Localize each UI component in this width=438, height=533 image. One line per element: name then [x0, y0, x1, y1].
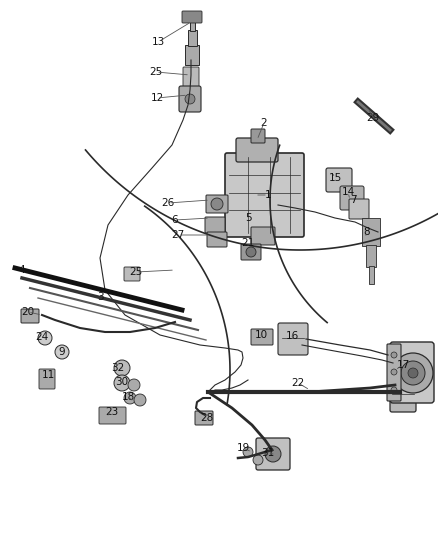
Bar — [190, 18, 195, 31]
FancyBboxPatch shape — [206, 195, 228, 213]
FancyBboxPatch shape — [39, 369, 55, 389]
FancyBboxPatch shape — [124, 267, 140, 281]
FancyBboxPatch shape — [241, 244, 261, 260]
Text: 1: 1 — [265, 190, 271, 200]
Text: 22: 22 — [291, 378, 304, 388]
Text: 7: 7 — [350, 195, 356, 205]
Text: 9: 9 — [59, 347, 65, 357]
Circle shape — [265, 446, 281, 462]
FancyBboxPatch shape — [390, 342, 434, 403]
FancyBboxPatch shape — [251, 227, 275, 245]
FancyBboxPatch shape — [278, 323, 308, 355]
Circle shape — [243, 447, 253, 457]
Text: 13: 13 — [152, 37, 165, 47]
Text: 3: 3 — [97, 292, 103, 302]
FancyBboxPatch shape — [256, 438, 290, 470]
Text: 25: 25 — [149, 67, 162, 77]
FancyBboxPatch shape — [179, 86, 201, 112]
Text: 2: 2 — [261, 118, 267, 128]
Circle shape — [246, 247, 256, 257]
FancyBboxPatch shape — [340, 186, 364, 210]
Circle shape — [55, 345, 69, 359]
Circle shape — [114, 360, 130, 376]
Circle shape — [185, 94, 195, 104]
Text: 8: 8 — [364, 227, 370, 237]
Bar — [188, 30, 197, 46]
FancyBboxPatch shape — [205, 217, 225, 233]
Circle shape — [124, 392, 136, 404]
Text: 28: 28 — [200, 413, 214, 423]
Circle shape — [401, 361, 425, 385]
Text: 10: 10 — [254, 330, 268, 340]
Circle shape — [393, 353, 433, 393]
FancyBboxPatch shape — [195, 411, 213, 425]
FancyBboxPatch shape — [21, 309, 39, 323]
Circle shape — [391, 387, 397, 393]
Text: 4: 4 — [19, 265, 25, 275]
FancyBboxPatch shape — [251, 129, 265, 143]
Text: 18: 18 — [121, 392, 134, 402]
Text: 23: 23 — [106, 407, 119, 417]
FancyBboxPatch shape — [207, 232, 227, 247]
Text: 24: 24 — [35, 332, 49, 342]
Bar — [369, 266, 374, 284]
Text: 14: 14 — [341, 187, 355, 197]
Bar — [185, 45, 199, 65]
Text: 6: 6 — [172, 215, 178, 225]
Circle shape — [253, 455, 263, 465]
Text: 26: 26 — [161, 198, 175, 208]
FancyBboxPatch shape — [225, 153, 304, 237]
Text: 5: 5 — [245, 213, 251, 223]
Text: 30: 30 — [116, 377, 129, 387]
FancyBboxPatch shape — [236, 138, 278, 162]
Circle shape — [391, 352, 397, 358]
Text: 27: 27 — [171, 230, 185, 240]
FancyBboxPatch shape — [251, 329, 273, 345]
FancyBboxPatch shape — [99, 407, 126, 424]
Bar — [362, 218, 380, 246]
FancyBboxPatch shape — [326, 168, 352, 192]
Text: 17: 17 — [396, 360, 410, 370]
Text: 20: 20 — [21, 307, 35, 317]
Text: 12: 12 — [150, 93, 164, 103]
FancyBboxPatch shape — [182, 11, 202, 23]
Circle shape — [38, 331, 52, 345]
FancyBboxPatch shape — [349, 199, 369, 219]
Text: 19: 19 — [237, 443, 250, 453]
Circle shape — [408, 368, 418, 378]
Circle shape — [211, 198, 223, 210]
Text: 15: 15 — [328, 173, 342, 183]
Text: 21: 21 — [241, 238, 254, 248]
Text: 29: 29 — [366, 113, 380, 123]
Text: 11: 11 — [41, 370, 55, 380]
Text: 16: 16 — [286, 331, 299, 341]
Text: 25: 25 — [129, 267, 143, 277]
Circle shape — [114, 375, 130, 391]
Text: 31: 31 — [261, 448, 275, 458]
FancyBboxPatch shape — [390, 376, 416, 412]
Text: 32: 32 — [111, 363, 125, 373]
FancyBboxPatch shape — [387, 344, 401, 401]
Circle shape — [134, 394, 146, 406]
Circle shape — [391, 369, 397, 375]
FancyBboxPatch shape — [183, 67, 199, 87]
Bar — [366, 245, 376, 267]
Circle shape — [128, 379, 140, 391]
